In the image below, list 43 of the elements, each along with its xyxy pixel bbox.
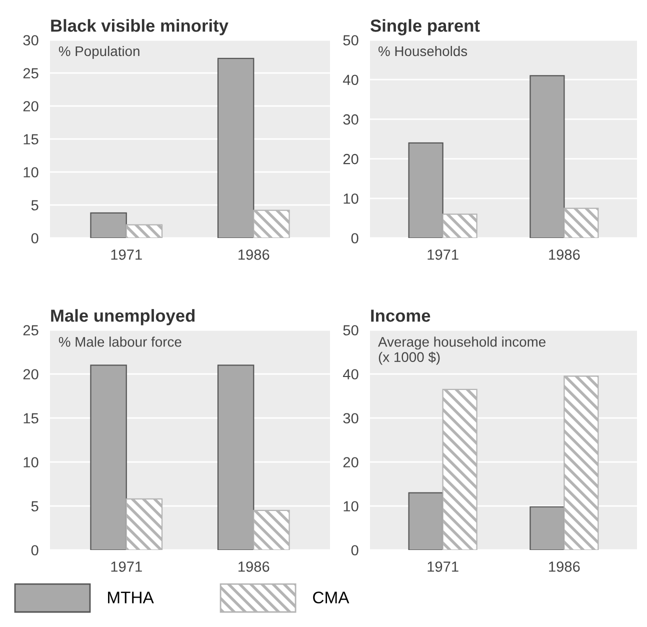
y-tick-label: 50 — [343, 325, 358, 336]
y-tick-label: 20 — [343, 154, 358, 164]
y-tick-label: 25 — [23, 325, 38, 336]
y-axis-title: Average household income (x 1000 $) — [378, 336, 546, 365]
y-tick-label: 10 — [344, 501, 358, 512]
chart-title: Male unemployed — [51, 309, 195, 326]
y-axis-title: % Population — [58, 46, 140, 59]
x-tick-label: 1986 — [238, 561, 270, 572]
y-tick-label: 15 — [24, 413, 38, 424]
y-tick-label: 20 — [23, 369, 38, 380]
y-tick-label: 10 — [24, 167, 38, 178]
y-axis-title: % Male labour force — [58, 336, 182, 347]
legend-label: CMA — [313, 592, 350, 604]
y-tick-label: 30 — [343, 114, 358, 125]
y-tick-label: 30 — [343, 413, 358, 424]
chart-title: Income — [371, 310, 430, 322]
x-tick-label: 1971 — [111, 561, 142, 572]
x-tick-label: 1971 — [428, 249, 458, 260]
y-tick-label: 0 — [31, 233, 38, 244]
y-tick-label: 20 — [343, 457, 358, 468]
legend-label: MTHA — [108, 592, 154, 604]
chart-title: Single parent — [370, 19, 480, 36]
y-tick-label: 40 — [343, 74, 358, 86]
y-tick-label: 10 — [344, 194, 358, 204]
chart-title: Black visible minority — [51, 19, 228, 36]
x-tick-label: 1986 — [549, 561, 580, 572]
y-tick-label: 40 — [343, 369, 358, 380]
y-tick-label: 50 — [343, 35, 358, 46]
y-tick-label: 5 — [31, 501, 38, 512]
x-tick-label: 1986 — [238, 249, 270, 260]
x-tick-label: 1971 — [428, 561, 458, 572]
y-tick-label: 0 — [31, 545, 38, 556]
y-tick-label: 25 — [23, 68, 38, 78]
y-tick-label: 10 — [24, 457, 38, 468]
y-tick-label: 15 — [24, 134, 38, 144]
x-tick-label: 1971 — [111, 249, 142, 260]
y-tick-label: 30 — [23, 35, 38, 46]
y-tick-label: 20 — [23, 101, 38, 112]
x-tick-label: 1986 — [549, 249, 580, 260]
y-tick-label: 5 — [31, 200, 38, 210]
y-tick-label: 0 — [351, 545, 358, 556]
y-axis-title: % Households — [378, 46, 468, 56]
y-tick-label: 0 — [351, 233, 358, 244]
